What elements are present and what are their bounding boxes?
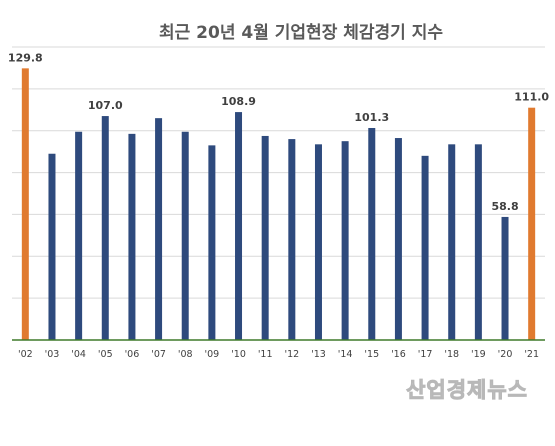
- tick-label-12: '12: [284, 349, 299, 360]
- data-labels: 129.8 107.0 108.9 101.3 58.8 111.0: [8, 51, 549, 213]
- data-label-10: 108.9: [221, 95, 256, 108]
- bar-21: [528, 107, 536, 340]
- bar-16: [394, 138, 402, 340]
- bar-02: [21, 68, 29, 341]
- data-label-20: 58.8: [491, 200, 518, 213]
- watermark: 산업경제뉴스: [406, 378, 528, 402]
- tick-label-19: '19: [471, 349, 486, 360]
- bar-14: [341, 141, 349, 340]
- data-label-05: 107.0: [88, 99, 123, 112]
- bar-17: [421, 155, 429, 340]
- bar-04: [75, 131, 83, 340]
- bar-11: [261, 135, 269, 340]
- data-label-15: 101.3: [354, 111, 389, 124]
- tick-label-13: '13: [311, 349, 326, 360]
- tick-label-14: '14: [338, 349, 353, 360]
- data-label-21: 111.0: [514, 91, 549, 104]
- data-label-02: 129.8: [8, 51, 43, 64]
- bar-09: [208, 145, 216, 340]
- bars: [21, 68, 536, 341]
- tick-label-09: '09: [205, 349, 220, 360]
- bar-13: [314, 144, 322, 340]
- tick-label-17: '17: [418, 349, 433, 360]
- bar-20: [501, 216, 509, 340]
- x-axis-tick-labels: '02 '03 '04 '05 '06 '07 '08 '09 '10 '11 '12 '13 '14 '…: [18, 349, 539, 360]
- bar-15: [368, 127, 376, 341]
- bar-19: [474, 144, 482, 340]
- tick-label-08: '08: [178, 349, 193, 360]
- tick-label-10: '10: [231, 349, 246, 360]
- tick-label-04: '04: [71, 349, 86, 360]
- tick-label-07: '07: [151, 349, 166, 360]
- tick-label-05: '05: [98, 349, 113, 360]
- bar-03: [48, 153, 56, 340]
- tick-label-11: '11: [258, 349, 273, 360]
- gridlines: [12, 46, 545, 299]
- tick-label-20: '20: [498, 349, 513, 360]
- bar-08: [181, 131, 189, 340]
- tick-label-21: '21: [524, 349, 539, 360]
- tick-label-18: '18: [444, 349, 459, 360]
- bar-18: [448, 144, 456, 340]
- tick-label-15: '15: [364, 349, 379, 360]
- tick-label-02: '02: [18, 349, 33, 360]
- bar-10: [235, 112, 243, 340]
- tick-label-16: '16: [391, 349, 406, 360]
- bar-05: [101, 116, 109, 340]
- bar-12: [288, 139, 296, 340]
- bar-06: [128, 133, 136, 340]
- bar-07: [155, 118, 163, 341]
- chart-title: 최근 20년 4월 기업현장 체감경기 지수: [159, 23, 443, 43]
- tick-label-03: '03: [45, 349, 60, 360]
- tick-label-06: '06: [125, 349, 140, 360]
